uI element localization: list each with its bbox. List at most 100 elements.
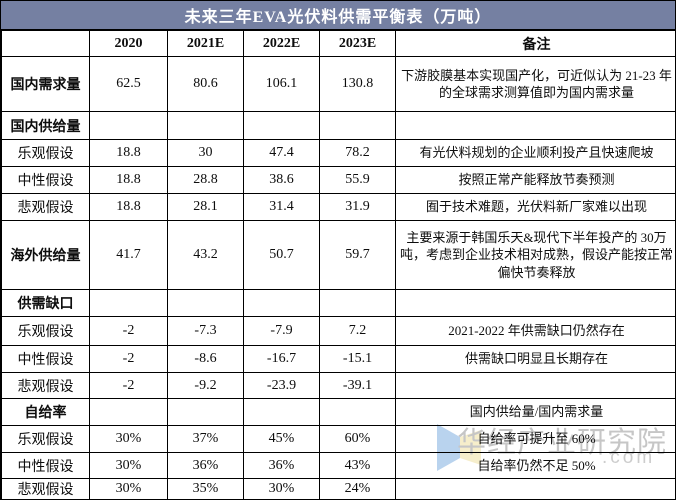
table-row: 悲观假设 -2 -9.2 -23.9 -39.1 xyxy=(1,372,675,399)
table-row: 悲观假设 30% 35% 30% 24% xyxy=(1,478,675,500)
row-label: 国内需求量 xyxy=(1,56,90,112)
table-row: 乐观假设 30% 37% 45% 60% 自给率可提升至 60% xyxy=(1,425,675,453)
row-label: 悲观假设 xyxy=(1,193,90,221)
row-label: 中性假设 xyxy=(1,452,90,479)
table-row: 海外供给量 41.7 43.2 50.7 59.7 主要来源于韩国乐天&现代下半… xyxy=(1,220,675,290)
row-label: 乐观假设 xyxy=(1,139,90,167)
cell-remark xyxy=(395,478,675,500)
cell-2020: -2 xyxy=(89,372,168,399)
cell-remark: 按照正常产能释放节奏预测 xyxy=(395,166,675,194)
table-row: 乐观假设 -2 -7.3 -7.9 7.2 2021-2022 年供需缺口仍然存… xyxy=(1,316,675,346)
cell-2023e: 55.9 xyxy=(319,166,396,194)
cell-2022e: -7.9 xyxy=(243,316,320,346)
cell-2021e: -9.2 xyxy=(167,372,244,399)
table-row: 国内需求量 62.5 80.6 106.1 130.8 下游胶膜基本实现国产化，… xyxy=(1,56,675,112)
cell-2020: 30% xyxy=(89,478,168,500)
row-label: 供需缺口 xyxy=(1,289,90,317)
row-label: 乐观假设 xyxy=(1,425,90,453)
cell-remark: 自给率可提升至 60% xyxy=(395,425,675,453)
cell-2022e: 45% xyxy=(243,425,320,453)
cell-remark: 供需缺口明显且长期存在 xyxy=(395,345,675,373)
cell-2023e: 24% xyxy=(319,478,396,500)
row-label: 乐观假设 xyxy=(1,316,90,346)
cell-remark: 主要来源于韩国乐天&现代下半年投产的 30万吨，考虑到企业技术相对成熟，假设产能… xyxy=(395,220,675,290)
cell-2020 xyxy=(89,289,168,317)
row-label: 悲观假设 xyxy=(1,372,90,399)
cell-2021e: 37% xyxy=(167,425,244,453)
col-header-2021e: 2021E xyxy=(167,30,244,57)
cell-2021e: 36% xyxy=(167,452,244,479)
row-label: 海外供给量 xyxy=(1,220,90,290)
cell-2023e xyxy=(319,111,396,140)
cell-2021e: 80.6 xyxy=(167,56,244,112)
cell-2022e: 31.4 xyxy=(243,193,320,221)
table-row: 国内供给量 xyxy=(1,111,675,140)
cell-2020: -2 xyxy=(89,345,168,373)
cell-2022e xyxy=(243,289,320,317)
cell-remark: 2021-2022 年供需缺口仍然存在 xyxy=(395,316,675,346)
cell-2020: -2 xyxy=(89,316,168,346)
cell-2020: 30% xyxy=(89,425,168,453)
col-header-2022e: 2022E xyxy=(243,30,320,57)
cell-2020: 18.8 xyxy=(89,139,168,167)
cell-2022e xyxy=(243,111,320,140)
cell-2021e xyxy=(167,398,244,426)
cell-remark xyxy=(395,111,675,140)
table-row: 乐观假设 18.8 30 47.4 78.2 有光伏料规划的企业顺利投产且快速爬… xyxy=(1,139,675,167)
cell-2020: 18.8 xyxy=(89,193,168,221)
row-label: 自给率 xyxy=(1,398,90,426)
cell-2021e: 30 xyxy=(167,139,244,167)
cell-2021e: -8.6 xyxy=(167,345,244,373)
cell-2021e: 28.1 xyxy=(167,193,244,221)
cell-remark: 下游胶膜基本实现国产化，可近似认为 21-23 年的全球需求测算值即为国内需求量 xyxy=(395,56,675,112)
table-body: 国内需求量 62.5 80.6 106.1 130.8 下游胶膜基本实现国产化，… xyxy=(1,56,675,500)
cell-2023e: 7.2 xyxy=(319,316,396,346)
cell-2023e: 59.7 xyxy=(319,220,396,290)
table-row: 供需缺口 xyxy=(1,289,675,317)
cell-2022e: 106.1 xyxy=(243,56,320,112)
cell-2023e: 43% xyxy=(319,452,396,479)
table-row: 中性假设 18.8 28.8 38.6 55.9 按照正常产能释放节奏预测 xyxy=(1,166,675,194)
cell-2023e: 60% xyxy=(319,425,396,453)
cell-2022e: 36% xyxy=(243,452,320,479)
col-header-2020: 2020 xyxy=(89,30,168,57)
cell-2021e xyxy=(167,289,244,317)
cell-2022e: -23.9 xyxy=(243,372,320,399)
row-label: 悲观假设 xyxy=(1,478,90,500)
cell-2022e xyxy=(243,398,320,426)
cell-2023e xyxy=(319,398,396,426)
cell-remark: 有光伏料规划的企业顺利投产且快速爬坡 xyxy=(395,139,675,167)
page-title: 未来三年EVA光伏料供需平衡表（万吨） xyxy=(184,9,492,26)
cell-2023e: -39.1 xyxy=(319,372,396,399)
cell-2023e: -15.1 xyxy=(319,345,396,373)
cell-2023e: 31.9 xyxy=(319,193,396,221)
cell-2021e xyxy=(167,111,244,140)
cell-2021e: 43.2 xyxy=(167,220,244,290)
cell-remark: 囿于技术难题，光伏料新厂家难以出现 xyxy=(395,193,675,221)
cell-2021e: 35% xyxy=(167,478,244,500)
cell-2020: 41.7 xyxy=(89,220,168,290)
supply-demand-table: 2020 2021E 2022E 2023E 备注 国内需求量 62.5 80.… xyxy=(1,30,675,500)
table-row: 中性假设 -2 -8.6 -16.7 -15.1 供需缺口明显且长期存在 xyxy=(1,345,675,373)
cell-2023e: 130.8 xyxy=(319,56,396,112)
cell-2021e: -7.3 xyxy=(167,316,244,346)
cell-2023e: 78.2 xyxy=(319,139,396,167)
header-row: 2020 2021E 2022E 2023E 备注 xyxy=(1,30,675,57)
col-header-2023e: 2023E xyxy=(319,30,396,57)
cell-2022e: -16.7 xyxy=(243,345,320,373)
cell-remark: 国内供给量/国内需求量 xyxy=(395,398,675,426)
cell-2022e: 50.7 xyxy=(243,220,320,290)
cell-2021e: 28.8 xyxy=(167,166,244,194)
cell-2020: 18.8 xyxy=(89,166,168,194)
cell-2020 xyxy=(89,398,168,426)
cell-remark xyxy=(395,289,675,317)
table-row: 自给率 国内供给量/国内需求量 xyxy=(1,398,675,426)
cell-2020: 62.5 xyxy=(89,56,168,112)
row-label: 中性假设 xyxy=(1,345,90,373)
table-row: 悲观假设 18.8 28.1 31.4 31.9 囿于技术难题，光伏料新厂家难以… xyxy=(1,193,675,221)
cell-2022e: 47.4 xyxy=(243,139,320,167)
row-label: 中性假设 xyxy=(1,166,90,194)
cell-2020: 30% xyxy=(89,452,168,479)
cell-2022e: 30% xyxy=(243,478,320,500)
